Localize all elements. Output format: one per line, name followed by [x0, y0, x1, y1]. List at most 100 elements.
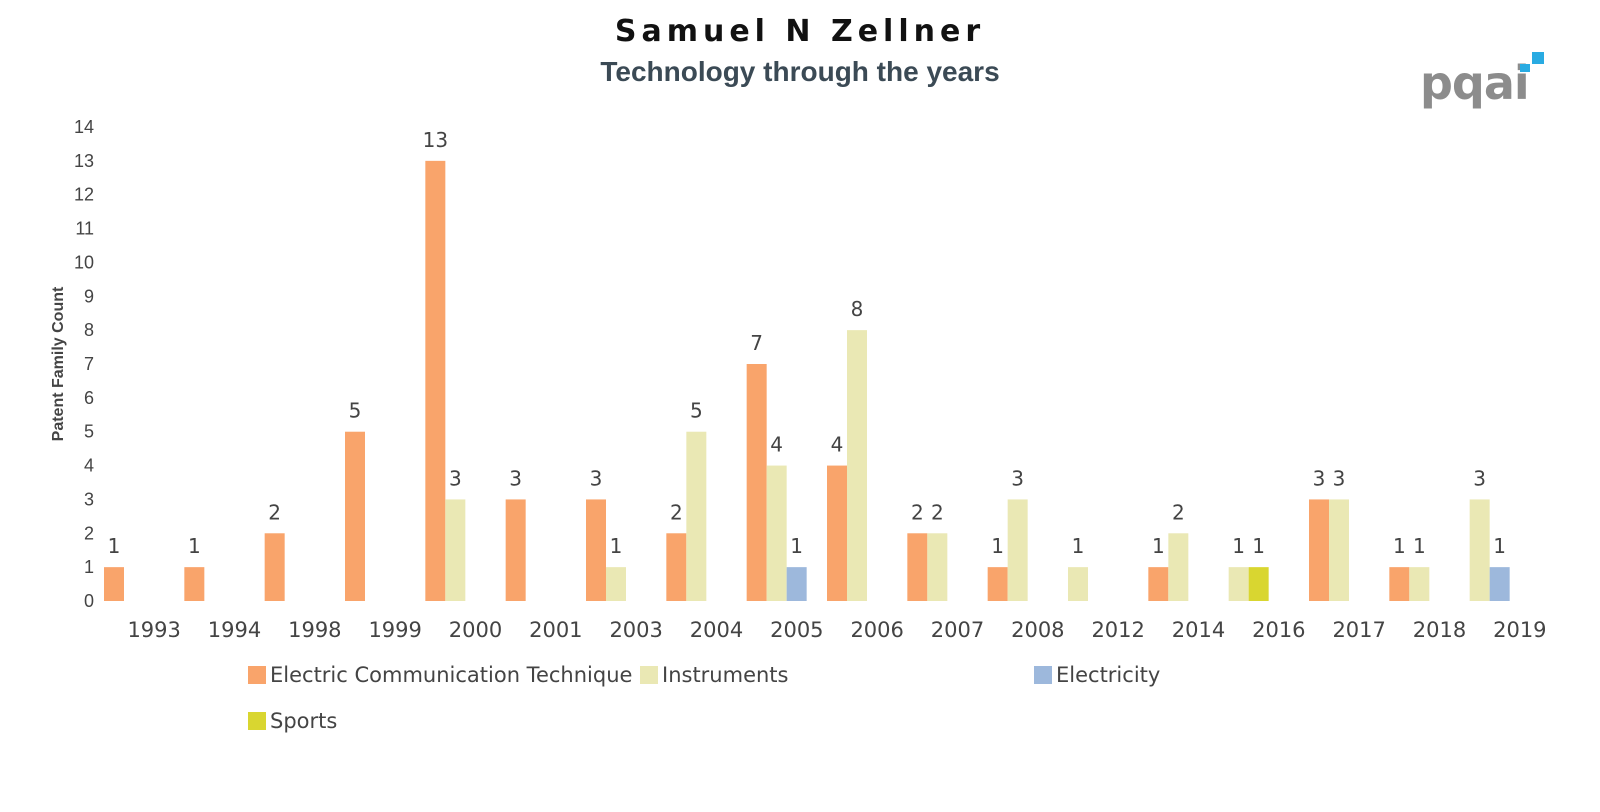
data-label: 2	[931, 500, 944, 524]
x-tick-label: 1993	[127, 618, 180, 642]
data-label: 2	[911, 500, 924, 524]
bar-instruments-2008	[1007, 499, 1028, 601]
data-label: 5	[690, 399, 703, 423]
bar-instruments-2000	[445, 499, 466, 601]
x-tick-label: 2006	[850, 618, 903, 642]
data-label: 3	[449, 466, 462, 490]
data-label: 5	[349, 399, 362, 423]
legend-label: Electricity	[1056, 663, 1161, 687]
y-tick-label: 4	[84, 456, 94, 476]
bar-instruments-2014	[1168, 533, 1189, 601]
bar-electricity-2019	[1489, 567, 1510, 601]
x-tick-label: 2018	[1413, 618, 1466, 642]
x-tick-label: 2007	[931, 618, 984, 642]
y-tick-label: 10	[74, 252, 94, 272]
chart-title: Samuel N Zellner	[614, 14, 986, 49]
legend-swatch	[640, 666, 658, 684]
x-tick-label: 2004	[690, 618, 743, 642]
x-tick-label: 1999	[368, 618, 421, 642]
bar-electric-communication-technique-2018	[1389, 567, 1410, 601]
data-label: 3	[1011, 466, 1024, 490]
data-label: 1	[1152, 534, 1165, 558]
bar-instruments-2018	[1409, 567, 1430, 601]
bar-electric-communication-technique-1994	[184, 567, 205, 601]
data-label: 7	[750, 331, 763, 355]
data-label: 1	[1232, 534, 1245, 558]
x-tick-label: 2001	[529, 618, 582, 642]
y-tick-label: 9	[84, 286, 94, 306]
data-label: 2	[670, 500, 683, 524]
data-label: 1	[188, 534, 201, 558]
y-axis-label: Patent Family Count	[50, 286, 67, 441]
data-label: 2	[268, 500, 281, 524]
bar-electric-communication-technique-2001	[505, 499, 526, 601]
bar-electric-communication-technique-2006	[827, 465, 847, 601]
bar-electric-communication-technique-2008	[987, 567, 1008, 601]
x-tick-label: 2019	[1493, 618, 1546, 642]
y-tick-label: 11	[75, 219, 94, 239]
x-tick-label: 2005	[770, 618, 823, 642]
x-tick-label: 2012	[1091, 618, 1144, 642]
data-label: 13	[423, 128, 448, 152]
logo-text: pqai	[1420, 56, 1530, 110]
data-label: 1	[790, 534, 803, 558]
bar-instruments-2004	[686, 431, 707, 601]
y-tick-label: 7	[84, 354, 94, 374]
legend-swatch	[1034, 666, 1052, 684]
logo-accent-square-1	[1532, 52, 1544, 64]
bar-instruments-2019	[1469, 499, 1490, 601]
bar-electric-communication-technique-2000	[425, 160, 446, 601]
x-tick-label: 2008	[1011, 618, 1064, 642]
legend-swatch	[248, 666, 266, 684]
x-tick-label: 2000	[449, 618, 502, 642]
y-tick-label: 8	[84, 320, 94, 340]
bar-electric-communication-technique-1993	[104, 567, 124, 601]
data-label: 3	[590, 466, 603, 490]
bar-instruments-2006	[847, 330, 867, 601]
pqai-logo: pqai	[1420, 50, 1550, 130]
data-label: 1	[1413, 534, 1426, 558]
bar-electric-communication-technique-1999	[345, 431, 365, 601]
bar-electric-communication-technique-1998	[264, 533, 285, 601]
bar-sports-2016	[1248, 567, 1269, 601]
data-label: 1	[1072, 534, 1085, 558]
y-tick-label: 1	[84, 557, 94, 577]
y-tick-label: 13	[74, 151, 94, 171]
x-tick-label: 1994	[208, 618, 261, 642]
data-label: 4	[770, 433, 783, 457]
chart-subtitle: Technology through the years	[600, 56, 1000, 87]
legend-label: Instruments	[662, 663, 789, 687]
data-label: 3	[1313, 466, 1326, 490]
bar-electric-communication-technique-2017	[1309, 499, 1329, 601]
data-label: 2	[1172, 500, 1185, 524]
bar-electric-communication-technique-2004	[666, 533, 687, 601]
bar-instruments-2017	[1329, 499, 1349, 601]
data-label: 3	[1473, 466, 1486, 490]
data-label: 8	[851, 297, 864, 321]
bar-instruments-2003	[606, 567, 626, 601]
data-label: 1	[991, 534, 1004, 558]
bar-electric-communication-technique-2007	[907, 533, 928, 601]
data-label: 1	[108, 534, 121, 558]
legend-label: Sports	[270, 709, 338, 733]
bar-instruments-2012	[1068, 567, 1088, 601]
x-tick-label: 2014	[1172, 618, 1225, 642]
legend-swatch	[248, 712, 266, 730]
data-label: 4	[831, 433, 844, 457]
x-tick-label: 2017	[1332, 618, 1385, 642]
data-label: 1	[1393, 534, 1406, 558]
y-tick-label: 2	[84, 523, 94, 543]
bar-electric-communication-technique-2003	[586, 499, 606, 601]
bar-electric-communication-technique-2014	[1148, 567, 1169, 601]
y-tick-label: 5	[84, 422, 94, 442]
y-tick-label: 12	[74, 185, 94, 205]
bar-electric-communication-technique-2005	[746, 364, 767, 601]
x-tick-label: 2016	[1252, 618, 1305, 642]
y-tick-label: 14	[74, 117, 94, 137]
legend-label: Electric Communication Technique	[270, 663, 633, 687]
data-label: 3	[1333, 466, 1346, 490]
logo-accent-square-2	[1520, 64, 1530, 72]
y-tick-label: 6	[84, 388, 94, 408]
bar-instruments-2016	[1228, 567, 1249, 601]
